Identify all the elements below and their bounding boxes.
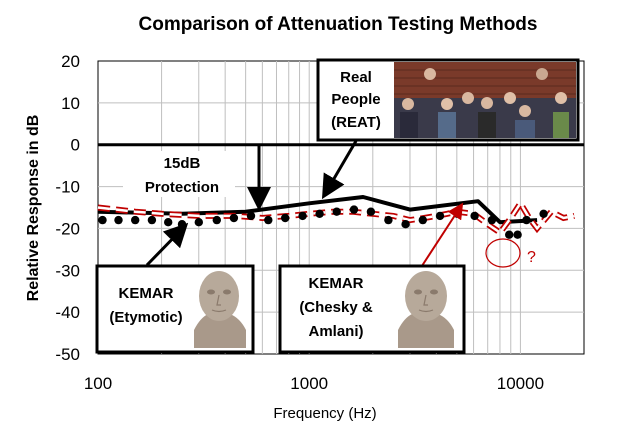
data-point-kemar-etymotic bbox=[131, 215, 140, 225]
series-line-real-people bbox=[97, 195, 538, 225]
arrow-kemar-etymotic bbox=[145, 222, 189, 267]
data-point-kemar-etymotic bbox=[332, 207, 341, 216]
kemar-etymotic-label-1: KEMAR bbox=[119, 285, 174, 302]
data-point-kemar-etymotic bbox=[487, 215, 497, 225]
data-point-kemar-etymotic bbox=[539, 209, 548, 218]
group-photo bbox=[394, 62, 576, 138]
x-axis-label: Frequency (Hz) bbox=[273, 405, 376, 422]
y-tick-label: -40 bbox=[55, 303, 80, 322]
y-tick-label: 10 bbox=[61, 94, 80, 113]
data-point-kemar-etymotic bbox=[264, 215, 273, 225]
x-tick-labels: 100 1000 10000 bbox=[84, 374, 544, 393]
data-point-kemar-etymotic bbox=[470, 211, 479, 221]
data-point-kemar-etymotic bbox=[212, 215, 221, 225]
data-point-kemar-etymotic bbox=[114, 215, 123, 225]
real-people-callout: Real People (REAT) bbox=[316, 58, 580, 142]
data-point-kemar-etymotic bbox=[298, 211, 307, 221]
kemar-chesky-label-2: (Chesky & bbox=[299, 299, 373, 316]
data-point-kemar-etymotic bbox=[366, 207, 376, 216]
data-point-kemar-etymotic bbox=[349, 205, 359, 214]
protection-label: 15dB Protection bbox=[123, 151, 235, 197]
data-point-kemar-etymotic bbox=[522, 215, 531, 225]
kemar-chesky-callout: KEMAR (Chesky & Amlani) bbox=[278, 264, 466, 354]
data-point-kemar-etymotic bbox=[315, 209, 324, 218]
kemar-head-icon bbox=[190, 271, 248, 348]
x-tick-label: 1000 bbox=[290, 374, 328, 393]
data-point-kemar-etymotic bbox=[384, 215, 393, 225]
data-point-kemar-etymotic bbox=[505, 230, 514, 239]
y-tick-labels: 20 10 0 -10 -20 -30 -40 -50 bbox=[55, 52, 80, 364]
real-people-label-1: Real bbox=[340, 69, 372, 86]
series-layer bbox=[97, 195, 575, 239]
kemar-chesky-label-3: Amlani) bbox=[308, 323, 363, 340]
y-tick-label: -20 bbox=[55, 219, 80, 238]
arrow-real-people bbox=[321, 140, 358, 200]
y-tick-label: 0 bbox=[71, 136, 80, 155]
protection-label-2: Protection bbox=[145, 179, 219, 196]
data-point-kemar-etymotic bbox=[194, 218, 203, 227]
x-tick-label: 100 bbox=[84, 374, 112, 393]
data-point-kemar-etymotic bbox=[229, 213, 239, 223]
real-people-label-3: (REAT) bbox=[331, 114, 381, 131]
data-point-kemar-etymotic bbox=[401, 220, 410, 229]
data-point-kemar-etymotic bbox=[98, 215, 107, 225]
kemar-etymotic-label-2: (Etymotic) bbox=[109, 309, 182, 326]
y-axis-label: Relative Response in dB bbox=[25, 115, 42, 302]
y-tick-label: -50 bbox=[55, 345, 80, 364]
question-circle bbox=[485, 238, 521, 268]
real-people-label-2: People bbox=[331, 91, 380, 108]
data-point-kemar-etymotic bbox=[147, 215, 157, 225]
chart-title: Comparison of Attenuation Testing Method… bbox=[139, 14, 538, 35]
data-point-kemar-etymotic bbox=[513, 230, 522, 239]
protection-label-1: 15dB bbox=[164, 155, 201, 172]
data-point-kemar-etymotic bbox=[164, 218, 173, 227]
data-point-kemar-etymotic bbox=[418, 215, 427, 225]
y-tick-label: -10 bbox=[55, 178, 80, 197]
kemar-etymotic-callout: KEMAR (Etymotic) bbox=[95, 264, 255, 354]
question-mark: ? bbox=[527, 249, 536, 266]
kemar-chesky-label-1: KEMAR bbox=[309, 275, 364, 292]
x-tick-label: 10000 bbox=[497, 374, 544, 393]
data-point-kemar-etymotic bbox=[246, 211, 256, 221]
data-point-kemar-etymotic bbox=[435, 211, 445, 221]
arrow-kemar-chesky bbox=[417, 202, 464, 273]
data-point-kemar-etymotic bbox=[281, 213, 290, 223]
y-tick-label: 20 bbox=[61, 52, 80, 71]
y-tick-label: -30 bbox=[55, 261, 80, 280]
kemar-head-icon bbox=[394, 271, 458, 348]
